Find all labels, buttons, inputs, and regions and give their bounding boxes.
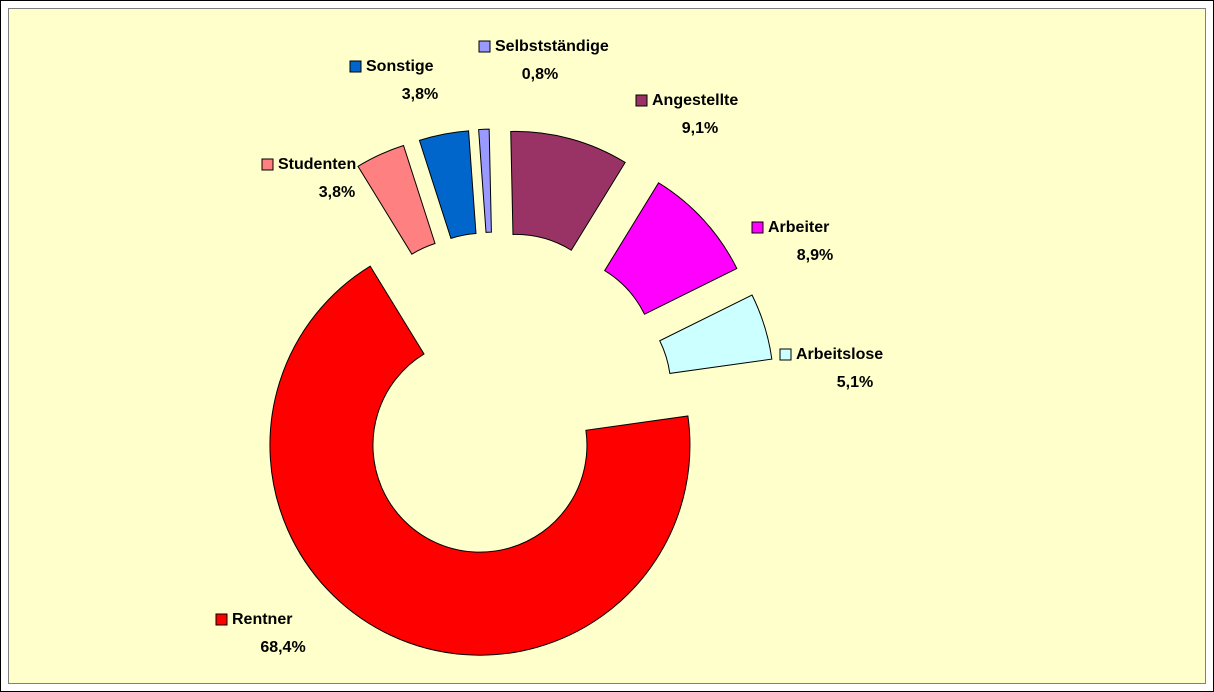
donut-slice — [603, 182, 738, 315]
slice-label: Rentner — [232, 611, 292, 628]
slice-value-label: 3,8% — [319, 184, 355, 201]
slice-label: Studenten — [278, 156, 356, 173]
donut-slice — [269, 265, 691, 656]
donut-slice — [357, 144, 436, 255]
slice-value-label: 0,8% — [522, 66, 558, 83]
slice-value-label: 5,1% — [837, 374, 873, 391]
slice-label: Arbeiter — [768, 219, 829, 236]
slice-label: Angestellte — [652, 92, 738, 109]
donut-slice — [659, 294, 773, 374]
legend-swatch — [215, 613, 228, 626]
legend-swatch — [751, 221, 764, 234]
slice-value-label: 3,8% — [402, 86, 438, 103]
slice-value-label: 8,9% — [797, 247, 833, 264]
legend-swatch — [261, 158, 274, 171]
slice-label: Selbstständige — [495, 38, 609, 55]
slice-value-label: 9,1% — [682, 120, 718, 137]
legend-swatch — [779, 348, 792, 361]
slice-label: Arbeitslose — [796, 346, 883, 363]
legend-swatch — [478, 40, 491, 53]
slice-value-label: 68,4% — [260, 639, 305, 656]
legend-swatch — [635, 94, 648, 107]
legend-swatch — [349, 60, 362, 73]
donut-slice — [478, 128, 492, 233]
donut-slice — [510, 130, 626, 251]
donut-slice — [418, 130, 477, 240]
slice-label: Sonstige — [366, 58, 434, 75]
